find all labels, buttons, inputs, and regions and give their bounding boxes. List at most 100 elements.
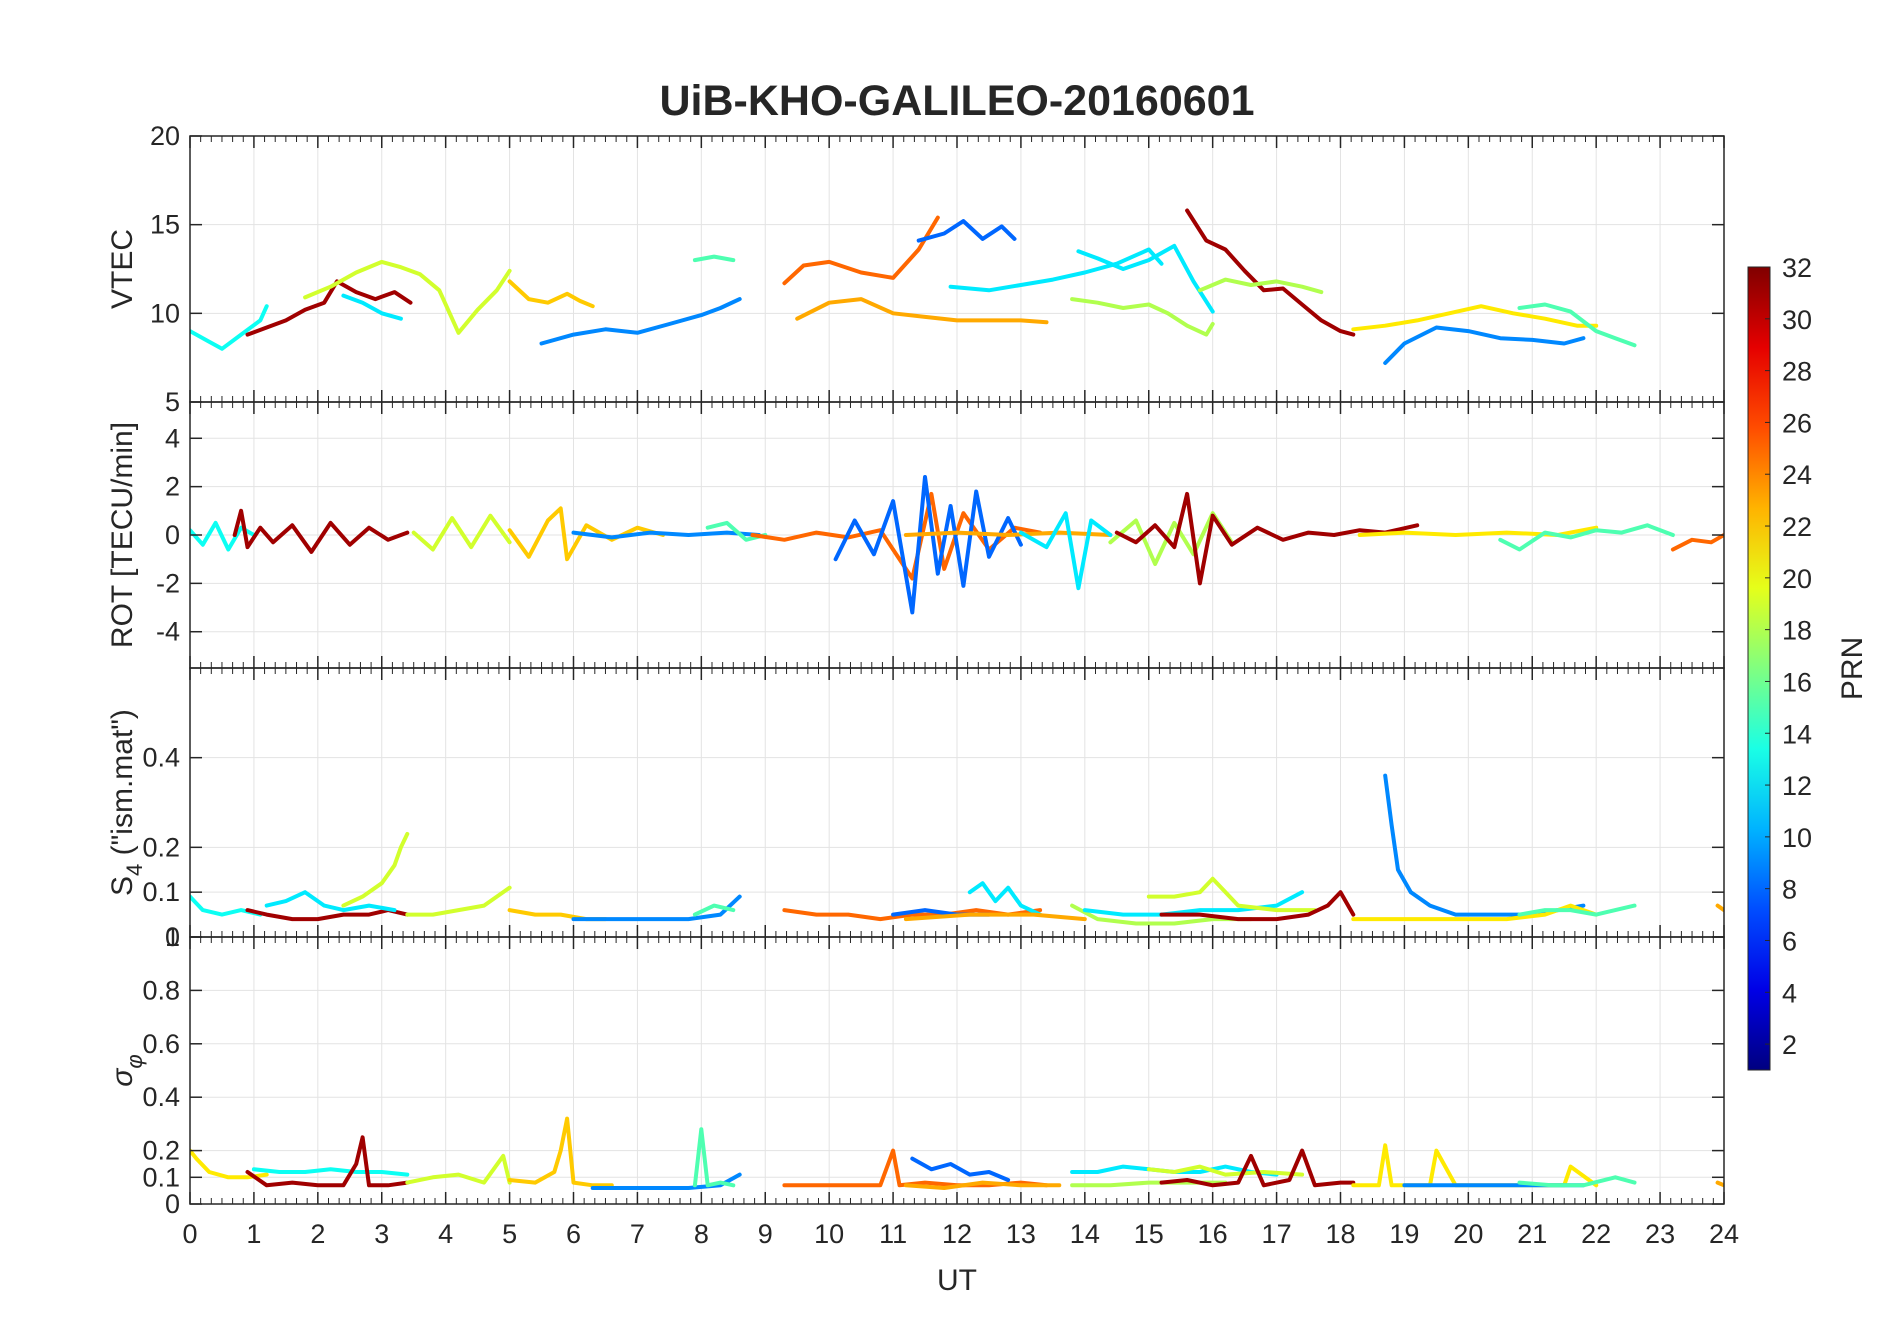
series-line-prn-21 — [1357, 525, 1599, 537]
panel-vtec: 5 10 15 20 VTEC — [106, 121, 1725, 417]
series-line-prn-31 — [245, 279, 413, 337]
y-tick-label: 0.6 — [142, 1029, 180, 1059]
series-line-prn-19 — [1146, 876, 1317, 913]
colorbar-tick-label: 28 — [1782, 357, 1812, 387]
series-line-prn-12 — [341, 293, 403, 321]
x-tick-label: 5 — [502, 1219, 517, 1249]
colorbar-tick-label: 14 — [1782, 719, 1812, 749]
series-line-prn-23 — [903, 1180, 1062, 1190]
x-tick-label: 22 — [1581, 1219, 1611, 1249]
x-tick-label: 12 — [942, 1219, 972, 1249]
x-tick-label: 21 — [1517, 1219, 1547, 1249]
series-s4 — [190, 773, 1724, 926]
series-line-prn-15 — [692, 1127, 736, 1188]
series-line-prn-19 — [1146, 1164, 1305, 1177]
y-tick-label: 15 — [150, 210, 180, 240]
colorbar-tick-label: 8 — [1782, 875, 1797, 905]
series-line-prn-31 — [245, 1135, 410, 1188]
panel-rot: -4 -2 0 2 4 ROT [TECU/min] — [106, 401, 1725, 669]
series-line-prn-13 — [190, 304, 269, 351]
series-line-prn-12 — [967, 881, 1043, 917]
x-tick-label: 14 — [1070, 1219, 1100, 1249]
y-tick-label: 0 — [165, 922, 180, 952]
grid-s4 — [190, 668, 1724, 937]
x-tick-label: 23 — [1645, 1219, 1675, 1249]
y-tick-label: 0.2 — [142, 1136, 180, 1166]
series-line-prn-12 — [264, 890, 397, 913]
series-line-prn-15 — [1517, 1175, 1637, 1188]
series-line-prn-31 — [1159, 1148, 1356, 1188]
series-line-prn-8 — [916, 219, 1017, 243]
series-line-prn-25 — [782, 215, 940, 286]
colorbar-tick-label: 12 — [1782, 771, 1812, 801]
colorbar-label: PRN — [1836, 637, 1869, 700]
series-line-prn-22 — [507, 1116, 614, 1188]
x-tick-label: 3 — [374, 1219, 389, 1249]
y-tick-label: 20 — [150, 121, 180, 151]
colorbar-tick-label: 2 — [1782, 1030, 1797, 1060]
colorbar-tick-label: 18 — [1782, 616, 1812, 646]
colorbar-tick-label: 26 — [1782, 408, 1812, 438]
colorbar-tick-label: 4 — [1782, 978, 1797, 1008]
grid-sigma — [190, 937, 1724, 1204]
series-line-prn-9 — [571, 894, 742, 922]
y-tick-label: 1 — [165, 922, 180, 952]
colorbar-tick-label: 10 — [1782, 823, 1812, 853]
series-line-prn-15 — [692, 903, 736, 917]
series-line-prn-21 — [1351, 903, 1599, 922]
y-tick-label: 0 — [165, 520, 180, 550]
panel-s4: 0 0.1 0.2 0.4S4 ("ism.mat") — [106, 667, 1725, 952]
series-line-prn-19 — [405, 1153, 512, 1185]
series-line-prn-31 — [1114, 491, 1420, 586]
series-line-prn-9 — [571, 530, 761, 540]
series-sigma — [190, 1116, 1724, 1190]
x-tick-label: 20 — [1453, 1219, 1483, 1249]
x-tick-label: 13 — [1006, 1219, 1036, 1249]
x-tick-label: 18 — [1325, 1219, 1355, 1249]
chart-title: UiB-KHO-GALILEO-20160601 — [660, 77, 1255, 125]
x-tick-label: 1 — [246, 1219, 261, 1249]
series-line-prn-23 — [1715, 1180, 1724, 1188]
y-tick-label: 0.4 — [142, 1082, 180, 1112]
y-tick-label: 0.2 — [142, 832, 180, 862]
series-line-prn-25 — [1670, 533, 1724, 552]
series-line-prn-8 — [910, 1156, 1011, 1182]
series-line-prn-9 — [1383, 773, 1586, 917]
colorbar-tick-label: 6 — [1782, 926, 1797, 956]
colorbar-scale — [1747, 266, 1771, 1071]
series-rot — [190, 475, 1724, 615]
y-tick-label: 0 — [165, 1189, 180, 1219]
x-tick-label: 0 — [182, 1219, 197, 1249]
series-line-prn-23 — [903, 530, 1113, 537]
x-tick-label: 2 — [310, 1219, 325, 1249]
y-tick-label: 2 — [165, 472, 180, 502]
series-line-prn-12 — [1082, 890, 1305, 917]
x-tick-label: 19 — [1389, 1219, 1419, 1249]
x-tick-label: 17 — [1262, 1219, 1292, 1249]
y-tick-label: 0.1 — [142, 877, 180, 907]
y-tick-label: 5 — [165, 387, 180, 417]
x-axis-label: UT — [937, 1264, 977, 1297]
series-vtec — [190, 208, 1637, 365]
x-tick-labels: 0 1 2 3 4 5 6 7 8 9 10 11 12 13 14 15 16 17 18 19 20 21 22 23 24 — [182, 1219, 1739, 1249]
series-line-prn-18 — [1070, 297, 1215, 337]
x-tick-label: 6 — [566, 1219, 581, 1249]
y-axis-label-sigma: σφ — [106, 1054, 147, 1086]
series-line-prn-15 — [1517, 302, 1637, 348]
series-line-prn-18 — [1070, 903, 1253, 926]
series-line-prn-21 — [190, 1148, 269, 1180]
colorbar-tick-label: 20 — [1782, 564, 1812, 594]
x-tick-label: 15 — [1134, 1219, 1164, 1249]
series-line-prn-12 — [1018, 511, 1113, 591]
x-tick-label: 11 — [879, 1219, 907, 1249]
y-tick-label: 4 — [165, 423, 180, 453]
y-axis-label-s4: S4 ("ism.mat") — [106, 709, 147, 896]
series-line-prn-23 — [795, 297, 1049, 325]
series-line-prn-22 — [507, 279, 595, 309]
grid-vtec — [190, 136, 1724, 402]
x-tick-label: 24 — [1709, 1219, 1739, 1249]
x-tick-label: 7 — [630, 1219, 645, 1249]
